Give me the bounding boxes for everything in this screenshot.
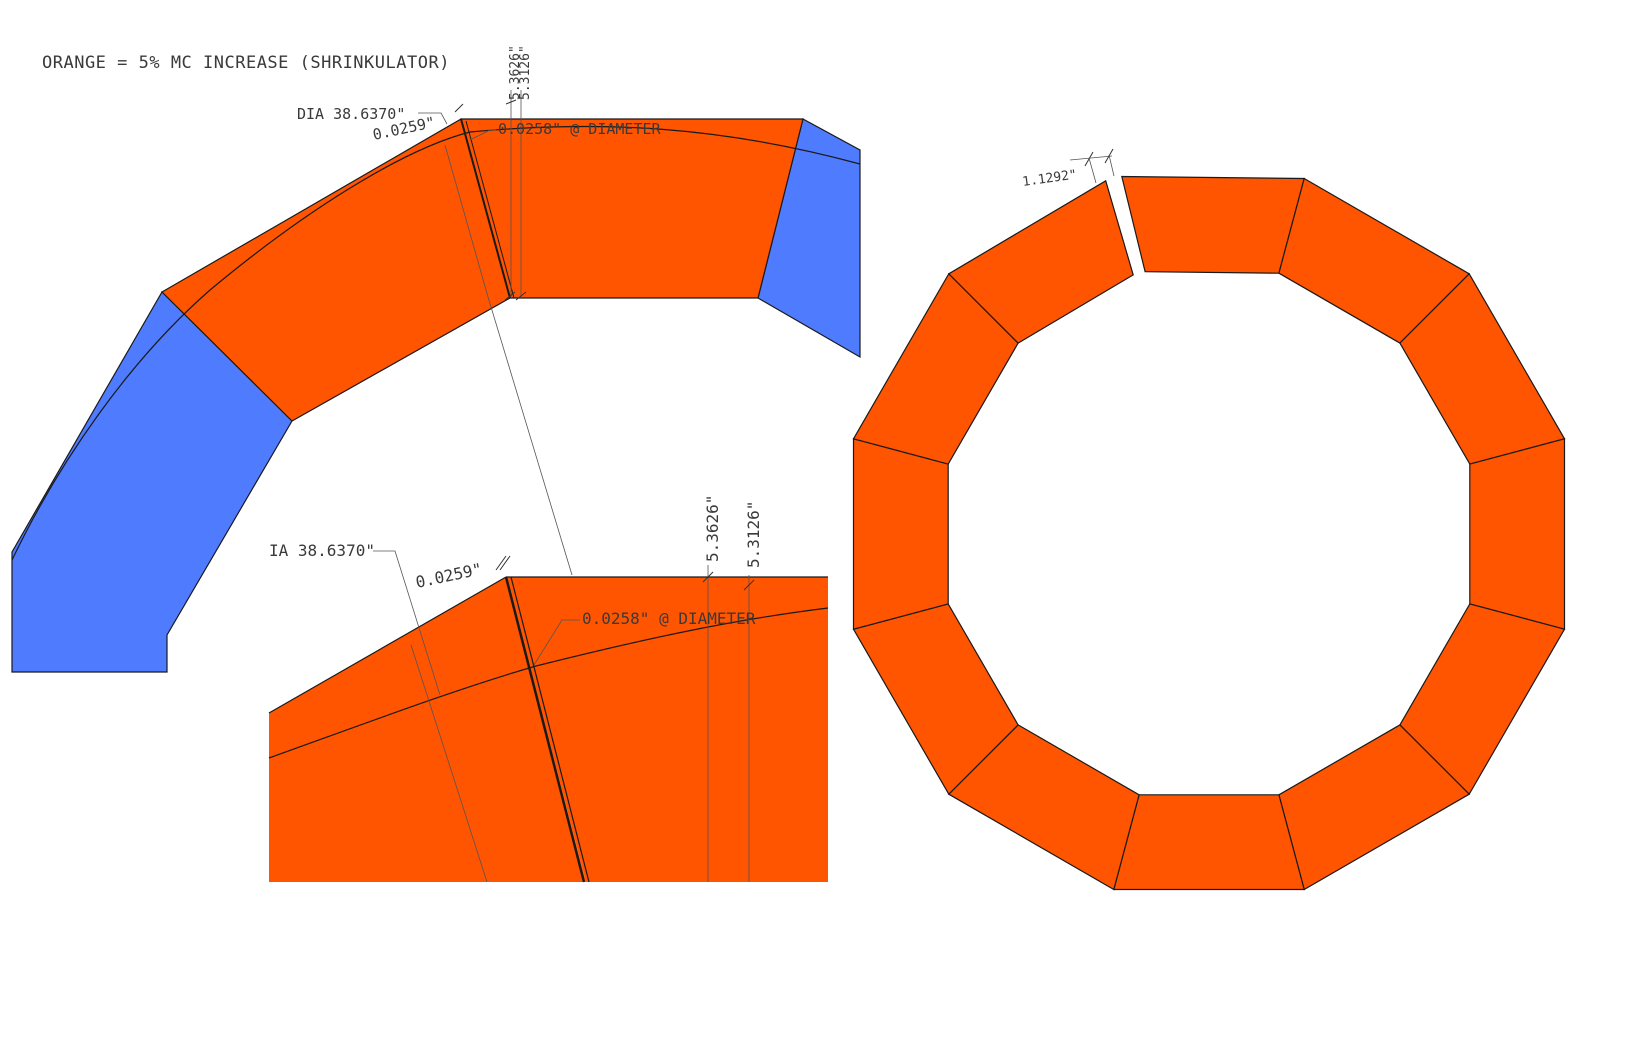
caption-text: ORANGE = 5% MC INCREASE (SHRINKULATOR) [42,53,450,73]
tick-mark [504,291,516,301]
dim-line-0259 [444,144,489,298]
tick-mark [495,555,507,571]
zoom-dia-label: IA 38.6370" [269,541,375,560]
orange-segment-right [460,118,804,299]
joint-line [460,118,511,299]
zoom-diameter-gap-leader [533,619,580,666]
dia-leader [418,112,448,125]
ring-gap-label: 1.1292" [1021,167,1077,189]
diameter-gap-leader [469,129,496,141]
ring-segments [852,175,1566,891]
ring-gap-ext-left [1088,157,1097,184]
zoom-slope-edge [268,576,507,714]
zoom-joint-line [504,576,586,883]
segment-ring: 1.1292" [852,148,1566,891]
zoom-detail: IA 38.6370" 0.0259" 0.0258" @ DIAMETER 5… [268,495,829,883]
tick-mark [505,99,517,105]
zoom-orange-left [269,577,586,882]
tick-mark [454,103,464,113]
tick-mark [743,579,755,591]
ring-segment [852,438,949,630]
joint-line-inner [465,120,515,299]
tick-mark [702,571,714,583]
ring-gap-dim-line [1069,155,1113,161]
zoom-diameter-gap-label: 0.0258" @ DIAMETER [582,609,756,628]
ring-segment [1469,438,1566,630]
arc-detail: DIA 38.6370" 0.0259" 0.0258" @ DIAMETER … [11,45,861,673]
width-a-label: 5.3626" [508,45,523,100]
tick-mark [515,291,527,301]
zoom-joint-line-inner [510,576,590,883]
zoom-diameter-arc [268,607,829,759]
zoom-width-b-label: 5.3126" [744,501,763,568]
diameter-gap-label: 0.0258" @ DIAMETER [498,120,662,138]
diameter-arc [11,125,861,561]
zoom-gap-label: 0.0259" [414,559,484,592]
leader-line-long [487,296,573,576]
zoom-dim-line-0259 [410,644,488,883]
ring-segment [1121,175,1305,274]
width-b-label: 5.3126" [518,45,533,100]
ring-segment [947,179,1134,344]
ring-gap-ext-right [1108,154,1115,177]
zoom-width-a-label: 5.3626" [703,495,722,562]
ring-segment [1113,794,1305,891]
dia-label: DIA 38.6370" [297,105,405,123]
zoom-dia-leader [373,550,441,696]
tick-mark [499,555,511,571]
